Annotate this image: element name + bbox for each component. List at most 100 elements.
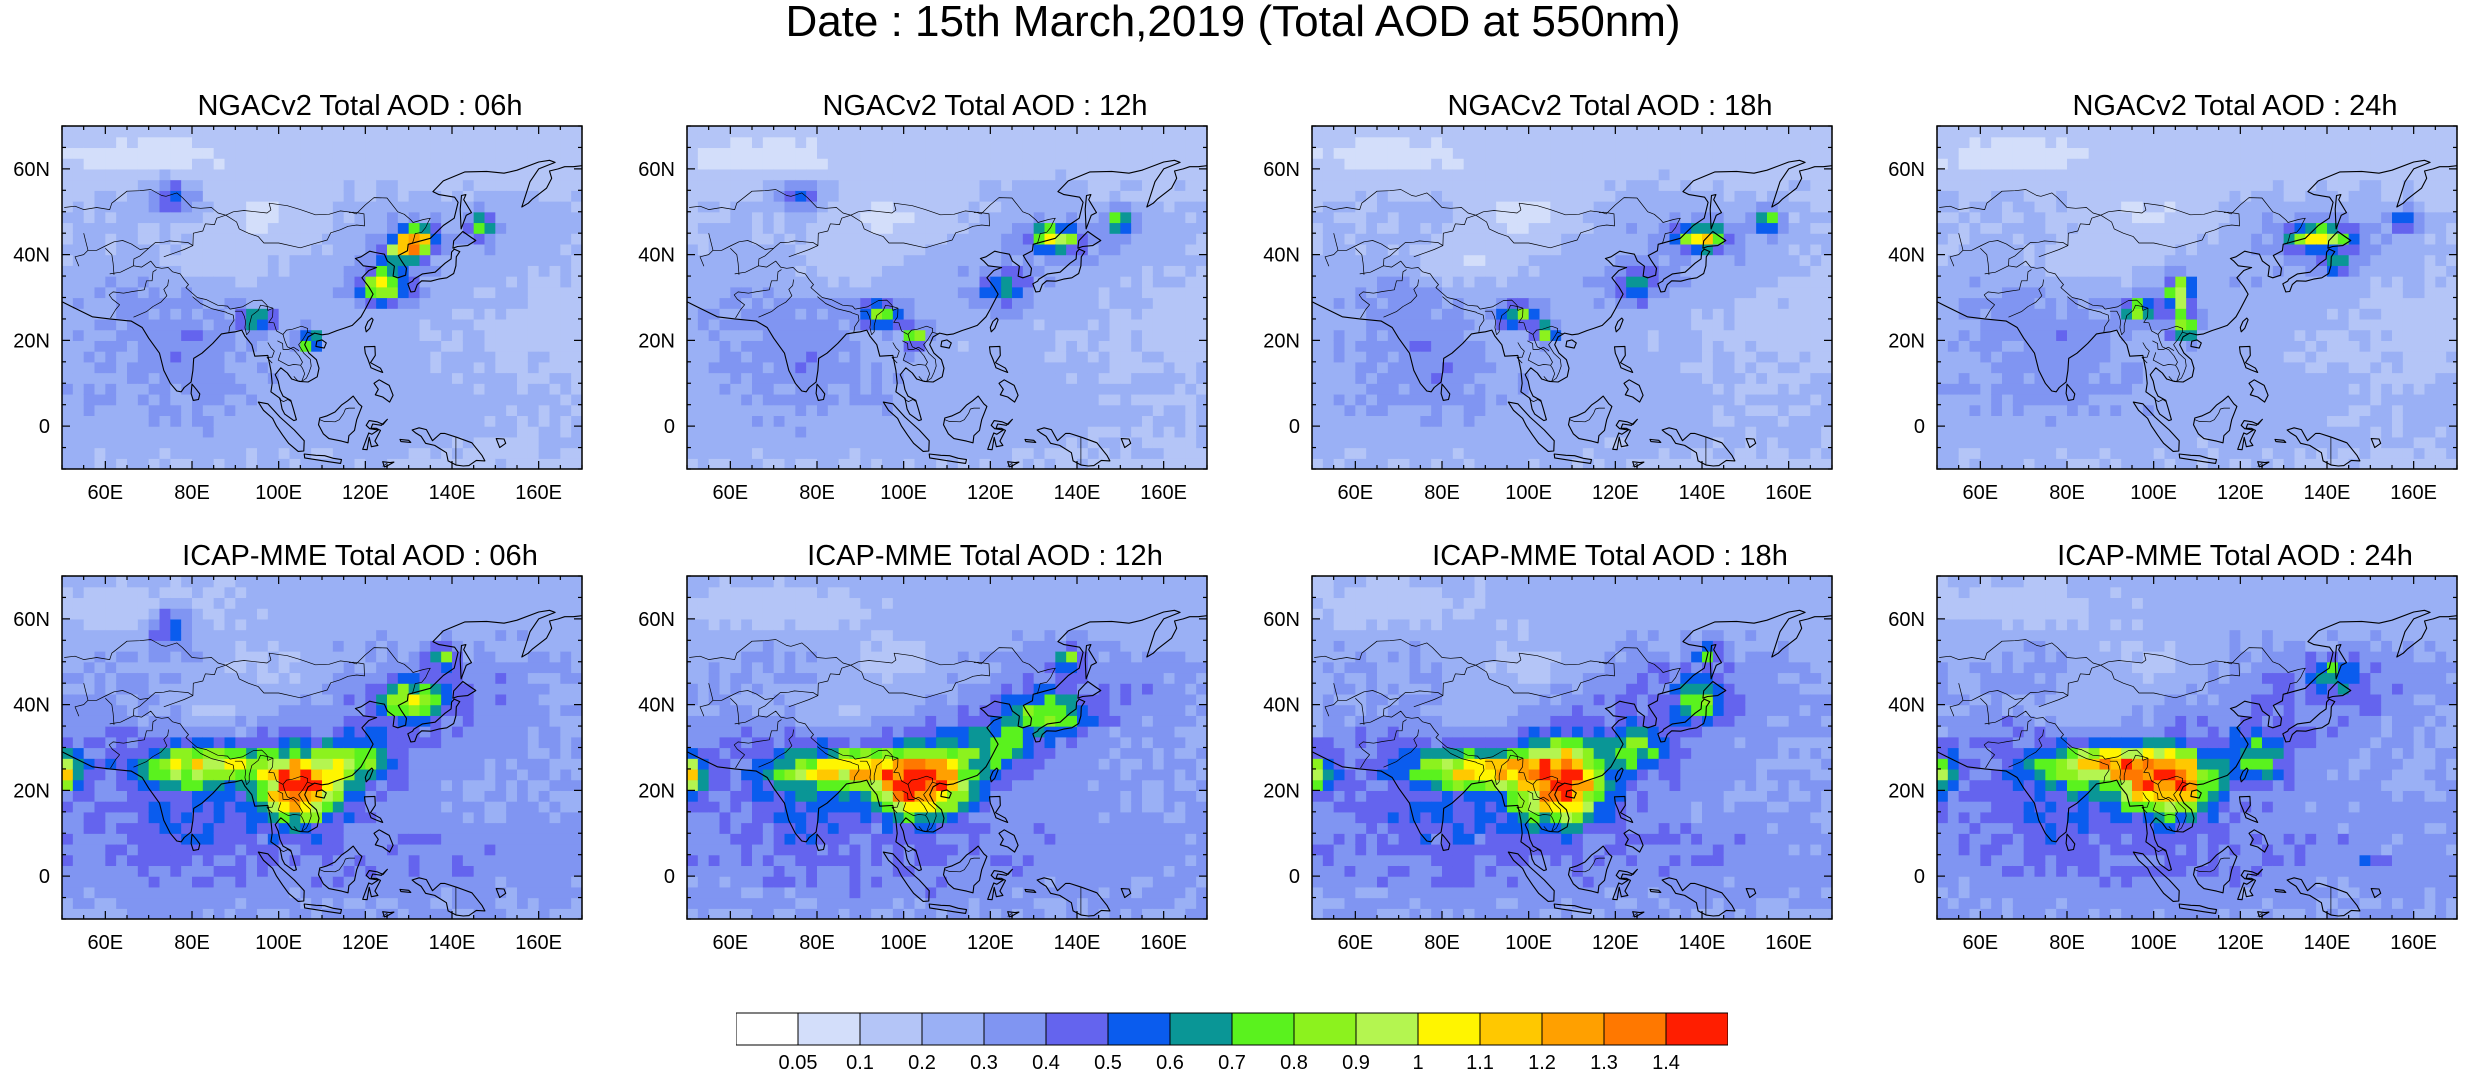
- aod-cell: [1322, 297, 1335, 309]
- aod-cell: [1821, 340, 1832, 352]
- aod-cell: [1572, 190, 1584, 202]
- aod-cell: [430, 147, 442, 159]
- aod-cell: [224, 168, 236, 181]
- aod-cell: [1087, 136, 1100, 149]
- aod-cell: [1066, 254, 1078, 266]
- aod-cell: [1550, 393, 1562, 406]
- aod-cell: [1109, 147, 1121, 159]
- aod-cell: [1712, 254, 1725, 266]
- aod-cell: [1615, 458, 1627, 469]
- aod-cell: [83, 318, 96, 331]
- aod-cell: [1142, 297, 1154, 309]
- aod-cell: [697, 158, 710, 170]
- aod-cell: [1420, 351, 1432, 363]
- aod-cell: [202, 447, 215, 459]
- aod-cell: [1098, 308, 1111, 320]
- aod-cell: [1333, 276, 1346, 288]
- aod-cell: [1152, 201, 1165, 213]
- aod-cell: [1691, 415, 1703, 427]
- aod-cell: [246, 286, 258, 299]
- aod-cell: [408, 458, 421, 469]
- country-border: [1359, 260, 1564, 335]
- aod-cell: [1431, 179, 1443, 191]
- aod-cell: [311, 190, 323, 202]
- aod-cell: [806, 190, 818, 202]
- aod-cell: [257, 415, 269, 427]
- aod-cell: [94, 308, 106, 320]
- aod-cell: [430, 308, 442, 320]
- aod-cell: [1355, 190, 1367, 202]
- aod-cell: [925, 458, 937, 469]
- aod-cell: [397, 222, 410, 234]
- aod-cell: [1485, 318, 1497, 331]
- aod-cell: [871, 147, 883, 159]
- aod-cell: [882, 126, 894, 138]
- aod-cell: [235, 136, 247, 149]
- aod-cell: [246, 168, 258, 181]
- aod-cell: [527, 179, 540, 191]
- aod-cell: [1572, 447, 1584, 459]
- aod-cell: [1745, 308, 1757, 320]
- aod-cell: [83, 426, 96, 438]
- aod-cell: [1333, 426, 1346, 438]
- aod-cell: [871, 265, 883, 277]
- aod-cell: [1723, 415, 1736, 427]
- aod-cell: [224, 233, 236, 245]
- aod-cell: [741, 233, 753, 245]
- aod-cell: [795, 329, 807, 341]
- aod-cell: [947, 297, 959, 309]
- aod-cell: [1767, 265, 1779, 277]
- lat-tick-label: 20N: [13, 330, 50, 352]
- aod-cell: [332, 243, 345, 256]
- aod-cell: [484, 233, 496, 245]
- aod-cell: [213, 233, 226, 245]
- aod-cell: [181, 361, 193, 374]
- coastline: [303, 453, 343, 464]
- aod-cell: [1712, 276, 1725, 288]
- aod-cell: [1387, 147, 1400, 159]
- aod-cell: [1702, 415, 1714, 427]
- aod-cell: [1098, 190, 1111, 202]
- aod-cell: [246, 179, 258, 191]
- aod-cell: [1767, 383, 1779, 395]
- aod-cell: [1734, 393, 1746, 406]
- aod-cell: [1022, 147, 1035, 159]
- aod-cell: [1442, 383, 1454, 395]
- aod-cell: [990, 351, 1002, 363]
- aod-cell: [741, 286, 753, 299]
- aod-cell: [62, 276, 74, 288]
- aod-cell: [332, 254, 345, 266]
- aod-cell: [1485, 458, 1497, 469]
- aod-cell: [181, 222, 193, 234]
- aod-cell: [300, 458, 312, 469]
- aod-cell: [1344, 276, 1356, 288]
- aod-cell: [159, 436, 171, 449]
- aod-cell: [1033, 361, 1046, 374]
- aod-cell: [462, 222, 475, 234]
- aod-cell: [311, 211, 323, 224]
- aod-cell: [1539, 351, 1551, 363]
- aod-cell: [1152, 126, 1165, 138]
- aod-cell: [936, 415, 948, 427]
- aod-cell: [936, 447, 948, 459]
- aod-cell: [1723, 426, 1736, 438]
- aod-cell: [408, 136, 421, 149]
- aod-cell: [1420, 436, 1432, 449]
- aod-cell: [1001, 276, 1013, 288]
- aod-cell: [1496, 179, 1508, 191]
- aod-cell: [838, 340, 851, 352]
- aod-cell: [332, 179, 345, 191]
- aod-cell: [62, 361, 74, 374]
- aod-cell: [1517, 308, 1530, 320]
- aod-cell: [1022, 126, 1035, 138]
- aod-cell: [849, 351, 861, 363]
- aod-cell: [181, 147, 193, 159]
- aod-cell: [1185, 447, 1197, 459]
- aod-cell: [62, 254, 74, 266]
- aod-cell: [1517, 265, 1530, 277]
- aod-cell: [1680, 372, 1692, 384]
- aod-cell: [1333, 136, 1346, 149]
- aod-cell: [148, 318, 161, 331]
- aod-cell: [947, 179, 959, 191]
- aod-cell: [773, 383, 786, 395]
